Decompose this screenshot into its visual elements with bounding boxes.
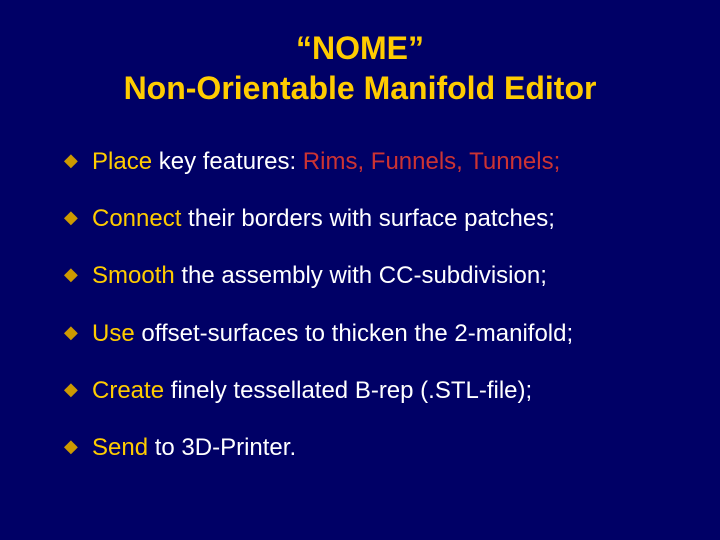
bullet-verb: Place xyxy=(92,148,152,175)
list-item: Create finely tessellated B-rep (.STL-fi… xyxy=(64,375,680,406)
bullet-verb: Create xyxy=(92,377,164,404)
bullet-rest: offset-surfaces to thicken the 2-manifol… xyxy=(135,320,573,347)
bullet-verb: Send xyxy=(92,434,148,461)
bullet-rest: to 3D-Printer. xyxy=(148,434,296,461)
title-line1: “NOME” xyxy=(296,30,424,66)
list-item: Connect their borders with surface patch… xyxy=(64,203,680,234)
list-item: Send to 3D-Printer. xyxy=(64,432,680,463)
list-item: Smooth the assembly with CC-subdivision; xyxy=(64,260,680,291)
bullet-verb: Use xyxy=(92,320,135,347)
bullet-list: Place key features: Rims, Funnels, Tunne… xyxy=(40,146,680,463)
bullet-rest: finely tessellated B-rep (.STL-file); xyxy=(164,377,532,404)
slide-title: “NOME” Non-Orientable Manifold Editor xyxy=(40,28,680,108)
list-item: Use offset-surfaces to thicken the 2-man… xyxy=(64,318,680,349)
bullet-rest: key features: xyxy=(152,148,303,175)
bullet-rest: their borders with surface patches; xyxy=(181,205,555,232)
bullet-rest: the assembly with CC-subdivision; xyxy=(175,262,547,289)
bullet-verb: Smooth xyxy=(92,262,175,289)
title-line2: Non-Orientable Manifold Editor xyxy=(124,70,597,106)
list-item: Place key features: Rims, Funnels, Tunne… xyxy=(64,146,680,177)
bullet-verb: Connect xyxy=(92,205,181,232)
bullet-emph: Rims, Funnels, Tunnels; xyxy=(303,148,560,175)
